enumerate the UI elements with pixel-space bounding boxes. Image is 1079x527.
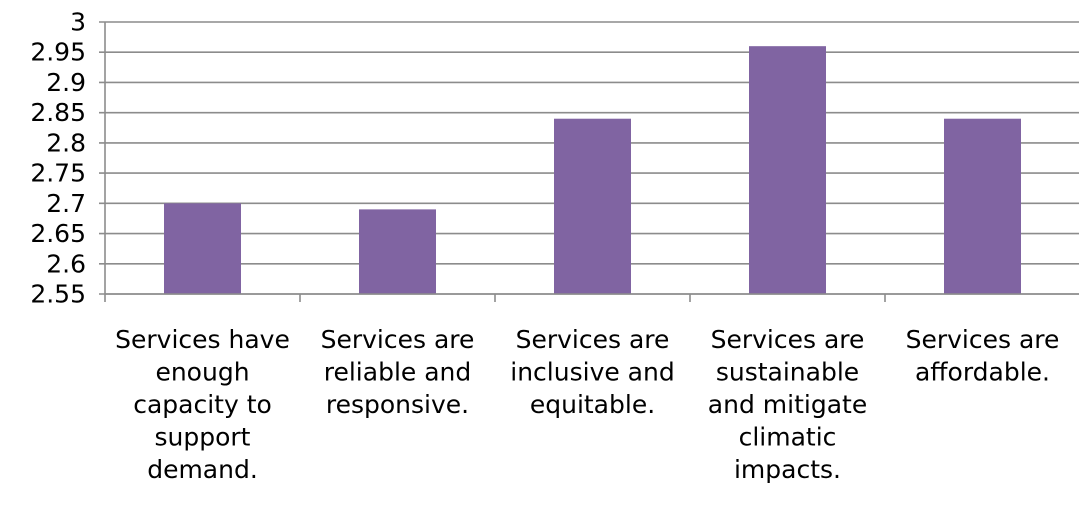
bar — [554, 118, 631, 294]
x-category-label-line: inclusive and — [510, 358, 674, 387]
x-category-label-line: sustainable — [716, 358, 859, 387]
x-category-label-line: impacts. — [734, 455, 841, 484]
bar — [944, 118, 1021, 294]
x-category-label: Services are affordable. — [906, 325, 1060, 387]
x-category-label-line: Services are — [321, 325, 475, 354]
y-tick-label: 2.8 — [46, 128, 86, 157]
x-category-label-line: equitable. — [530, 390, 655, 419]
axes — [104, 22, 1079, 302]
y-tick-label: 2.95 — [30, 38, 86, 67]
x-category-label-line: Services are — [516, 325, 670, 354]
x-axis-category-labels: Services have enough capacity to support dem… — [115, 325, 1059, 484]
x-category-label-line: Services are — [711, 325, 865, 354]
y-tick-label: 2.55 — [30, 280, 86, 309]
bar — [164, 203, 241, 294]
bar — [749, 46, 826, 294]
y-tick-label: 2.6 — [46, 249, 86, 278]
x-category-label-line: Services are — [906, 325, 1060, 354]
x-category-label-line: Services have — [115, 325, 290, 354]
bars — [164, 46, 1021, 294]
x-category-label: Services are inclusive and equitable. — [510, 325, 674, 419]
x-category-label-line: capacity to — [133, 390, 272, 419]
y-axis-tick-labels: 2.552.62.652.72.752.82.852.92.953 — [30, 8, 86, 309]
x-category-label-line: and mitigate — [708, 390, 867, 419]
x-category-label-line: enough — [155, 358, 249, 387]
x-category-label-line: responsive. — [326, 390, 469, 419]
x-category-label-line: climatic — [739, 423, 837, 452]
x-category-label-line: affordable. — [915, 358, 1050, 387]
x-category-label: Services have enough capacity to support dem… — [115, 325, 290, 484]
x-category-label: Services are sustainable and mitigate clima… — [708, 325, 867, 484]
bar — [359, 209, 436, 294]
y-tick-label: 2.65 — [30, 219, 86, 248]
x-category-label-line: demand. — [147, 455, 258, 484]
y-tick-label: 2.9 — [46, 68, 86, 97]
y-tick-label: 2.85 — [30, 98, 86, 127]
x-category-label: Services are reliable and responsive. — [321, 325, 475, 419]
x-category-label-line: reliable and — [324, 358, 472, 387]
y-tick-label: 2.75 — [30, 159, 86, 188]
y-tick-label: 3 — [70, 8, 86, 37]
x-category-label-line: support — [155, 423, 251, 452]
y-tick-label: 2.7 — [46, 189, 86, 218]
